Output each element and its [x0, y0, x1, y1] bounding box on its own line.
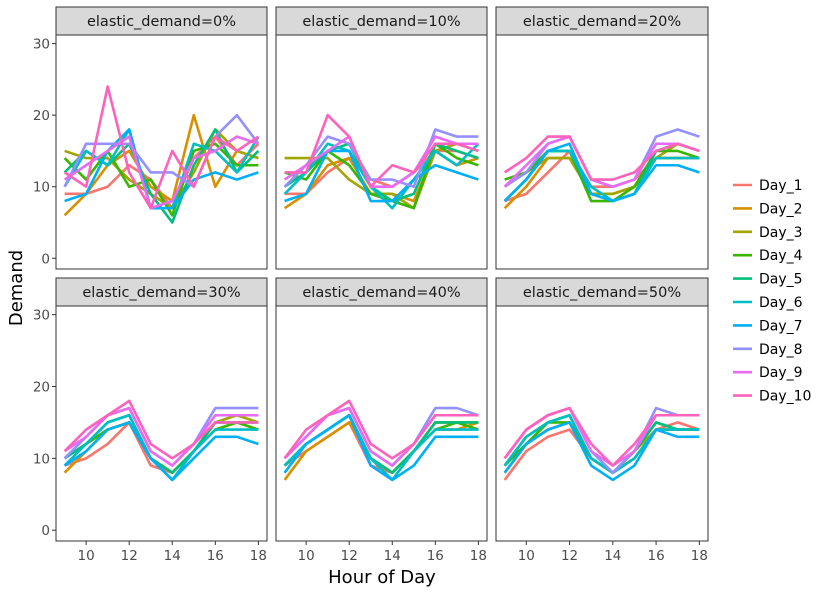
panel-border [55, 34, 268, 270]
x-tick-label: 14 [164, 548, 181, 564]
series-line-day-8 [283, 128, 479, 189]
facet-strip [275, 6, 488, 36]
series-line-day-2 [63, 113, 259, 217]
panel-border [495, 305, 709, 542]
facet-strip [55, 6, 268, 36]
y-tick-label: 0 [41, 523, 50, 539]
y-tick-label: 30 [33, 308, 50, 324]
x-tick-label: 16 [427, 548, 444, 564]
legend-label: Day_8 [759, 342, 803, 358]
x-tick-label: 10 [518, 548, 535, 564]
facet-strip-label: elastic_demand=40% [302, 285, 460, 301]
series-line-day-7 [284, 149, 479, 203]
series-line-day-9 [283, 135, 479, 189]
legend-label: Day_1 [759, 178, 803, 194]
series-line-day-7 [63, 421, 259, 482]
y-tick-label: 0 [41, 251, 50, 267]
y-tick-label: 10 [33, 451, 50, 467]
series-line-day-10 [63, 399, 259, 460]
y-tick-label: 30 [33, 37, 50, 53]
y-tick-label: 20 [33, 108, 50, 124]
series-line-day-6 [503, 413, 700, 475]
series-line-day-10 [503, 135, 700, 181]
legend-label: Day_10 [759, 389, 811, 405]
series-line-day-4 [504, 149, 700, 203]
facet-strip-label: elastic_demand=10% [302, 14, 460, 30]
panel-border [275, 305, 488, 542]
series-line-day-7 [503, 142, 700, 203]
series-line-day-10 [283, 399, 479, 460]
series-line-day-5 [283, 142, 479, 203]
series-line-day-7 [64, 128, 259, 210]
x-tick-label: 16 [207, 548, 224, 564]
legend-label: Day_4 [759, 248, 803, 264]
facet-strip [495, 6, 709, 36]
y-tick-label: 20 [33, 379, 50, 395]
x-tick-label: 18 [250, 548, 267, 564]
series-line-day-9 [63, 406, 259, 467]
x-tick-label: 12 [341, 548, 358, 564]
x-tick-label: 12 [121, 548, 138, 564]
facet-strip-label: elastic_demand=20% [523, 14, 681, 30]
series-line-day-4 [63, 142, 259, 217]
panel-background [56, 35, 267, 269]
series-line-day-9 [503, 135, 700, 189]
series-line-day-7 [283, 413, 479, 482]
legend-label: Day_3 [759, 225, 803, 241]
legend-label: Day_5 [759, 272, 803, 288]
y-tick-label: 10 [33, 180, 50, 196]
legend-label: Day_7 [759, 318, 803, 334]
legend-label: Day_2 [759, 201, 803, 217]
x-tick-label: 14 [604, 548, 621, 564]
x-tick-label: 10 [298, 548, 315, 564]
x-tick-label: 16 [647, 548, 664, 564]
facet-strip-label: elastic_demand=0% [87, 14, 236, 30]
series-line-day-10 [63, 85, 260, 210]
x-tick-label: 10 [78, 548, 95, 564]
legend-label: Day_6 [759, 295, 803, 311]
x-tick-label: 18 [691, 548, 708, 564]
facet-strip-label: elastic_demand=50% [523, 285, 681, 301]
y-axis-title: Demand [6, 250, 27, 326]
series-line-day-10 [503, 406, 700, 467]
panel-border [275, 34, 488, 270]
x-axis-title: Hour of Day [328, 567, 436, 588]
series-line-day-7 [503, 421, 700, 482]
legend-label: Day_9 [759, 365, 803, 381]
panel-border [495, 34, 709, 270]
x-tick-label: 14 [384, 548, 401, 564]
x-tick-label: 18 [470, 548, 487, 564]
facet-strip [495, 277, 709, 307]
series-line-day-8 [63, 113, 260, 189]
facet-strip-label: elastic_demand=30% [82, 285, 240, 301]
panel-border [55, 305, 268, 542]
series-line-day-10 [284, 113, 479, 189]
x-tick-label: 12 [561, 548, 578, 564]
